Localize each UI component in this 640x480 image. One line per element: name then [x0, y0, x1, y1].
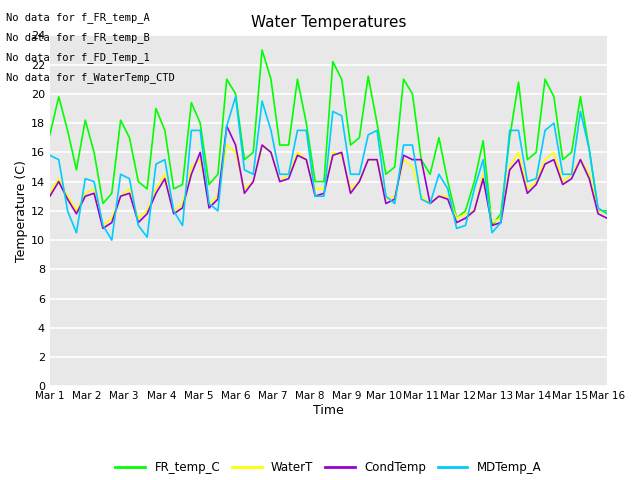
Line: FR_temp_C: FR_temp_C	[50, 50, 607, 226]
CondTemp	[223, 123, 230, 129]
FR_temp_C	[46, 132, 54, 138]
FR_temp_C	[285, 142, 292, 148]
FR_temp_C	[116, 117, 124, 123]
CondTemp	[99, 226, 107, 231]
WaterT	[373, 157, 381, 163]
CondTemp	[417, 157, 425, 163]
Text: No data for f_FR_temp_A: No data for f_FR_temp_A	[6, 12, 150, 23]
CondTemp	[603, 216, 611, 221]
Line: MDTemp_A: MDTemp_A	[50, 97, 607, 240]
CondTemp	[46, 193, 54, 199]
CondTemp	[294, 152, 301, 158]
FR_temp_C	[408, 91, 416, 96]
Y-axis label: Temperature (C): Temperature (C)	[15, 160, 28, 262]
FR_temp_C	[329, 59, 337, 64]
X-axis label: Time: Time	[313, 404, 344, 417]
WaterT	[99, 223, 107, 228]
Line: CondTemp: CondTemp	[50, 126, 607, 228]
WaterT	[338, 152, 346, 158]
FR_temp_C	[488, 223, 496, 228]
MDTemp_A	[232, 94, 239, 100]
Legend: FR_temp_C, WaterT, CondTemp, MDTemp_A: FR_temp_C, WaterT, CondTemp, MDTemp_A	[111, 456, 546, 479]
MDTemp_A	[294, 128, 301, 133]
CondTemp	[426, 201, 434, 206]
CondTemp	[373, 157, 381, 163]
WaterT	[426, 201, 434, 206]
WaterT	[603, 211, 611, 216]
CondTemp	[125, 191, 133, 196]
WaterT	[223, 142, 230, 148]
FR_temp_C	[603, 208, 611, 214]
Text: No data for f_FR_temp_B: No data for f_FR_temp_B	[6, 32, 150, 43]
MDTemp_A	[108, 237, 116, 243]
WaterT	[417, 193, 425, 199]
CondTemp	[338, 149, 346, 155]
FR_temp_C	[364, 73, 372, 79]
FR_temp_C	[417, 157, 425, 163]
MDTemp_A	[426, 201, 434, 206]
Text: No data for f_WaterTemp_CTD: No data for f_WaterTemp_CTD	[6, 72, 175, 84]
Title: Water Temperatures: Water Temperatures	[251, 15, 406, 30]
FR_temp_C	[259, 47, 266, 53]
MDTemp_A	[603, 211, 611, 216]
MDTemp_A	[46, 152, 54, 158]
Line: WaterT: WaterT	[50, 145, 607, 226]
WaterT	[294, 149, 301, 155]
MDTemp_A	[338, 113, 346, 119]
WaterT	[125, 186, 133, 192]
MDTemp_A	[373, 128, 381, 133]
MDTemp_A	[417, 196, 425, 202]
MDTemp_A	[125, 176, 133, 181]
WaterT	[46, 191, 54, 196]
Text: No data for f_FD_Temp_1: No data for f_FD_Temp_1	[6, 52, 150, 63]
